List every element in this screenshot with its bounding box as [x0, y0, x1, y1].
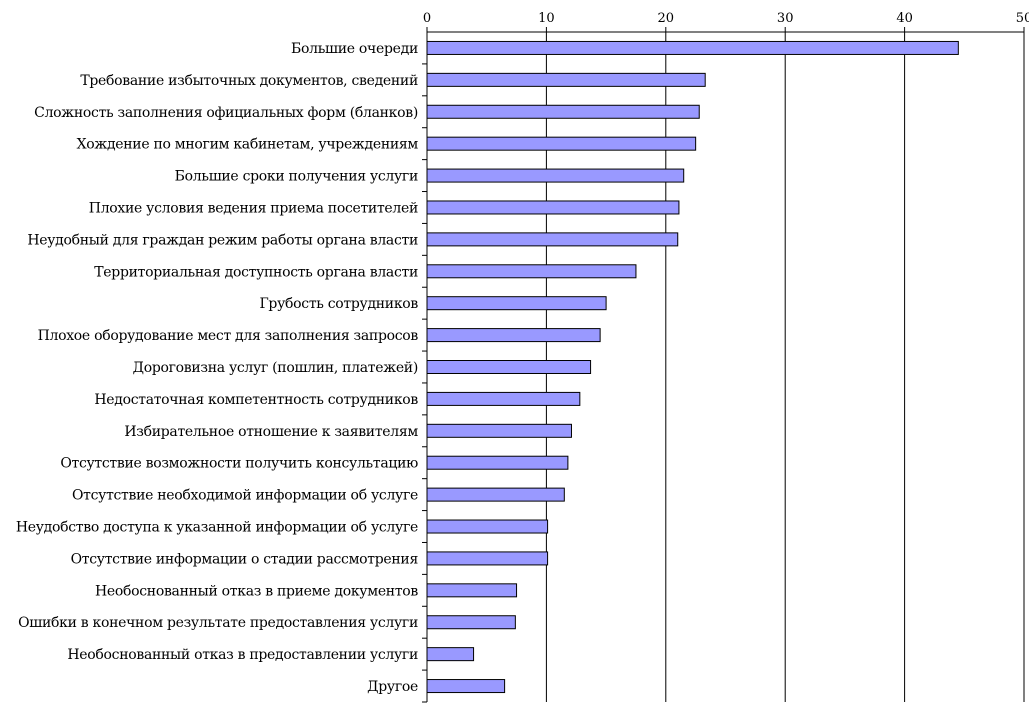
category-labels: Большие очереди Требование избыточных док…: [16, 41, 419, 695]
bar-11: [426, 360, 592, 374]
category-label-7: Неудобный для граждан режим работы орган…: [27, 232, 418, 248]
bar-4: [426, 136, 697, 151]
category-label-6: Плохие условия ведения приема посетителе…: [89, 200, 418, 216]
x-tick-label-20: 20: [658, 11, 675, 26]
category-label-10: Плохое оборудование мест для заполнения …: [38, 328, 419, 344]
bars: [426, 40, 959, 694]
category-label-4: Хождение по многим кабинетам, учреждения…: [77, 137, 419, 153]
category-label-18: Необоснованный отказ в приеме документов: [95, 583, 418, 599]
bar-3: [426, 104, 700, 119]
bar-10: [426, 328, 601, 343]
bar-19: [426, 615, 516, 630]
category-label-17: Отсутствие информации о стадии рассмотре…: [71, 551, 419, 567]
bar-12: [426, 391, 581, 406]
category-label-11: Дороговизна услуг (пошлин, платежей): [133, 360, 418, 376]
bar-13: [426, 423, 572, 438]
axes: [422, 27, 1025, 703]
category-label-16: Неудобство доступа к указанной информаци…: [16, 520, 418, 536]
category-label-12: Недостаточная компетентность сотрудников: [94, 392, 418, 408]
category-label-8: Территориальная доступность органа власт…: [94, 264, 418, 280]
x-tick-label-10: 10: [538, 11, 555, 26]
category-label-1: Большие очереди: [291, 41, 418, 57]
category-label-21: Другое: [367, 679, 418, 695]
category-label-19: Ошибки в конечном результате предоставле…: [18, 615, 418, 631]
bar-5: [426, 168, 685, 183]
category-label-3: Сложность заполнения официальных форм (б…: [34, 105, 418, 121]
x-tick-labels: 0 10 20 30 40 50: [423, 11, 1029, 26]
x-tick-label-40: 40: [896, 11, 913, 26]
category-label-20: Необоснованный отказ в предоставлении ус…: [67, 647, 418, 663]
bar-18: [426, 583, 518, 598]
category-label-15: Отсутствие необходимой информации об усл…: [72, 488, 418, 504]
category-label-13: Избирательное отношение к заявителям: [124, 424, 418, 440]
bar-16: [426, 519, 549, 534]
bar-1: [426, 40, 959, 55]
bar-17: [426, 551, 549, 566]
category-label-2: Требование избыточных документов, сведен…: [80, 73, 418, 89]
bar-7: [426, 232, 679, 247]
category-label-5: Большие сроки получения услуги: [175, 169, 418, 185]
bar-6: [426, 200, 680, 215]
x-tick-label-0: 0: [423, 11, 431, 26]
x-tick-label-30: 30: [777, 11, 794, 26]
bar-20: [426, 647, 475, 662]
x-tick-label-50: 50: [1016, 11, 1029, 26]
bar-9: [426, 296, 607, 311]
category-label-9: Грубость сотрудников: [259, 296, 418, 312]
bar-21: [426, 679, 506, 694]
bar-14: [426, 455, 569, 470]
gridlines: [545, 32, 1025, 702]
bar-15: [426, 487, 565, 502]
bar-2: [426, 72, 706, 87]
category-label-14: Отсутствие возможности получить консульт…: [60, 456, 418, 472]
bar-8: [426, 264, 637, 279]
